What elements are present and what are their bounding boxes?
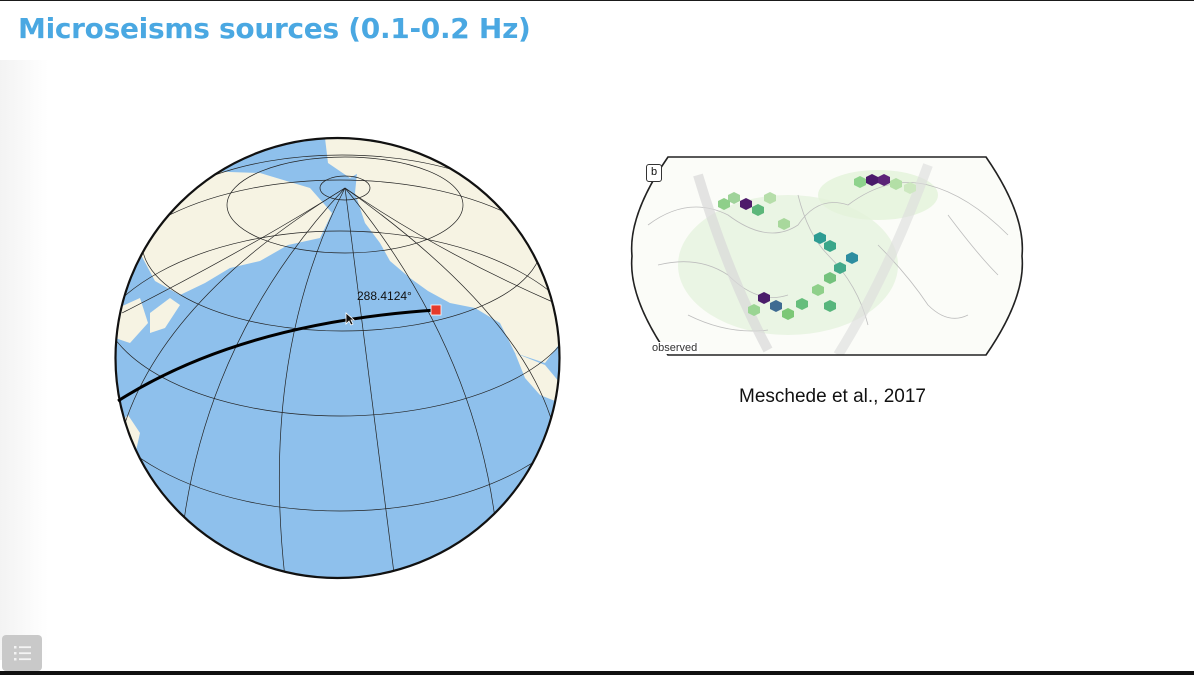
slide-menu-icon: [14, 646, 31, 661]
arrow-cursor-icon: [345, 312, 355, 326]
slide-menu-button[interactable]: [2, 635, 42, 671]
left-edge-shading: [0, 60, 48, 660]
observed-annotation: observed: [650, 342, 700, 354]
figure-citation: Meschede et al., 2017: [739, 386, 926, 407]
source-density-map: [630, 156, 1024, 356]
globe-outline: [114, 136, 561, 580]
hexbin-cells: [718, 174, 916, 320]
coastlines: [647, 182, 1009, 332]
window-bottom-edge: [0, 671, 1194, 675]
window-top-edge: [0, 0, 1194, 1]
red-square-marker-icon: [430, 304, 442, 316]
great-circle-path: [117, 308, 437, 403]
distance-readout: 288.4124°: [357, 289, 412, 303]
globe-graticule: [115, 154, 560, 578]
globe-figure: [114, 136, 561, 580]
map-content: [647, 163, 1009, 355]
map-outline: [630, 156, 1024, 356]
slide-title: Microseisms sources (0.1-0.2 Hz): [18, 12, 531, 45]
panel-label: b: [646, 164, 662, 182]
